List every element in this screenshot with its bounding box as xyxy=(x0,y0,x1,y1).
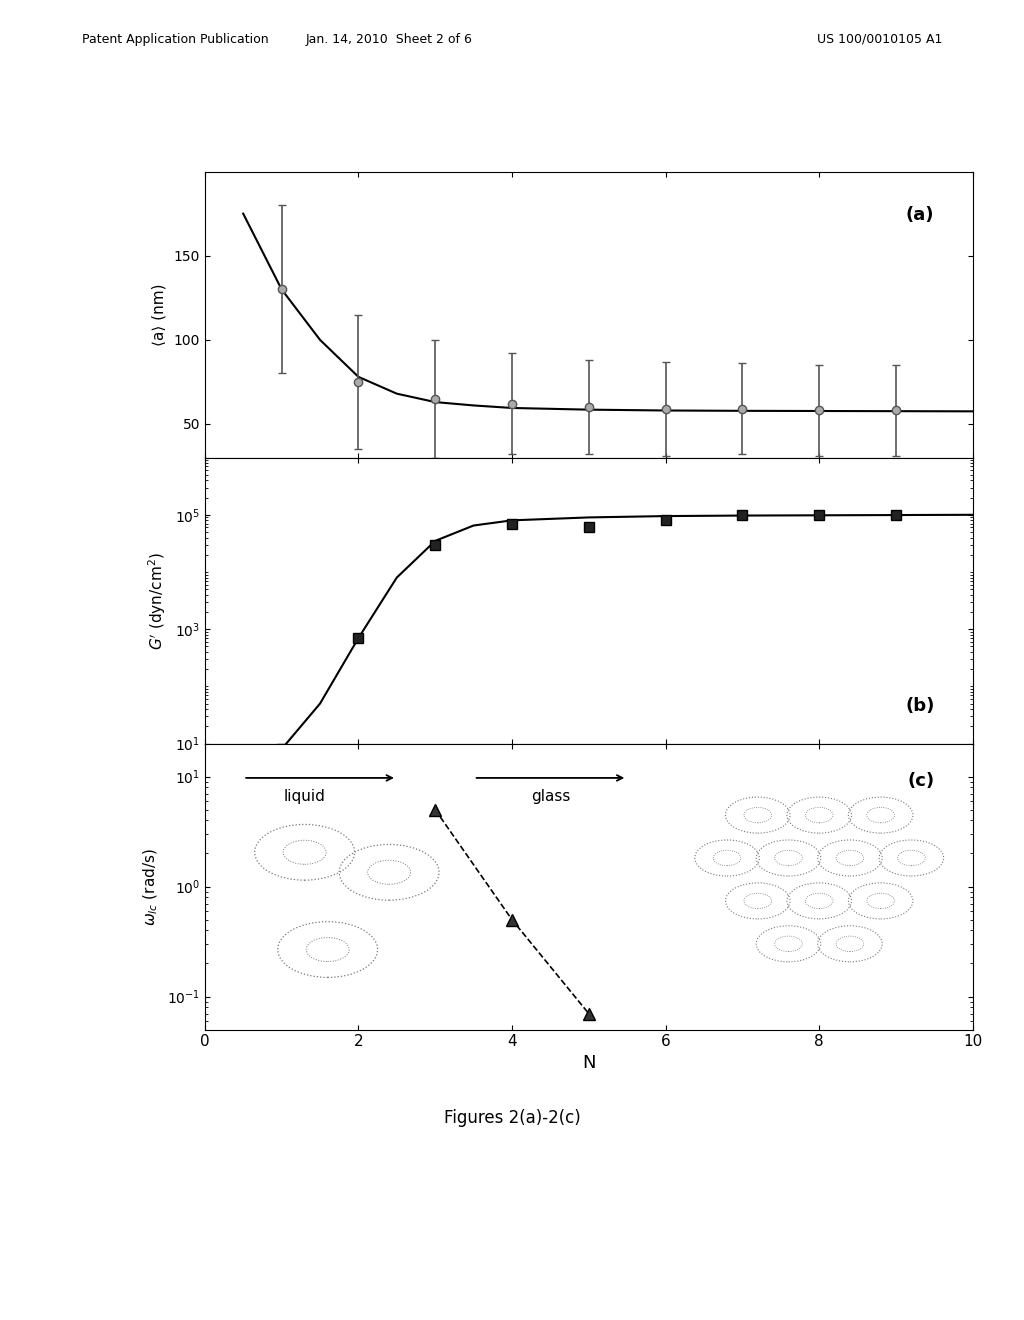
Y-axis label: ⟨a⟩ (nm): ⟨a⟩ (nm) xyxy=(152,284,167,346)
Text: Patent Application Publication: Patent Application Publication xyxy=(82,33,268,46)
Y-axis label: $G'$ (dyn/cm$^2$): $G'$ (dyn/cm$^2$) xyxy=(146,552,168,649)
Y-axis label: $\omega_{lc}$ (rad/s): $\omega_{lc}$ (rad/s) xyxy=(141,847,160,925)
Text: US 100/0010105 A1: US 100/0010105 A1 xyxy=(817,33,942,46)
Text: Figures 2(a)-2(c): Figures 2(a)-2(c) xyxy=(443,1109,581,1127)
Text: (b): (b) xyxy=(905,697,934,715)
Text: glass: glass xyxy=(530,789,570,804)
Text: liquid: liquid xyxy=(284,789,326,804)
X-axis label: N: N xyxy=(582,1053,596,1072)
Text: Jan. 14, 2010  Sheet 2 of 6: Jan. 14, 2010 Sheet 2 of 6 xyxy=(306,33,472,46)
Text: (c): (c) xyxy=(907,772,934,791)
Text: (a): (a) xyxy=(906,206,934,224)
